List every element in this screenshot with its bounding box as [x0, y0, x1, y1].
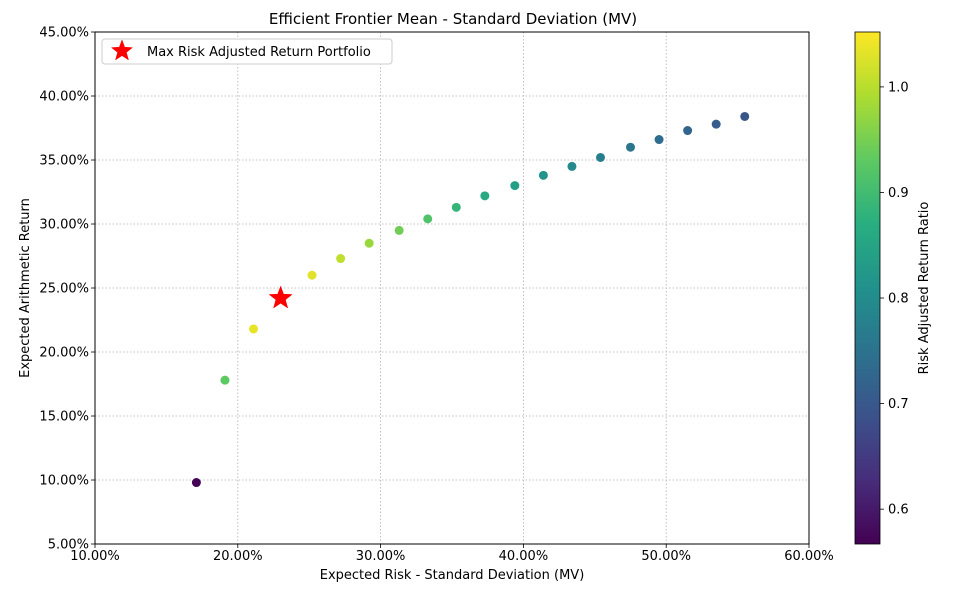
data-point	[220, 375, 230, 385]
data-point	[510, 181, 520, 191]
x-tick-label: 40.00%	[499, 549, 549, 564]
x-tick-label: 50.00%	[641, 549, 691, 564]
data-point	[480, 191, 490, 201]
highlight-layer	[268, 285, 293, 309]
y-tick-label: 35.00%	[39, 154, 89, 169]
data-point	[683, 126, 693, 136]
chart-title: Efficient Frontier Mean - Standard Devia…	[269, 10, 637, 28]
y-tick-label: 40.00%	[39, 90, 89, 105]
data-point	[567, 161, 577, 171]
colorbar-tick-label: 0.9	[888, 186, 909, 201]
data-point	[249, 324, 259, 334]
colorbar-tick-label: 1.0	[888, 80, 909, 95]
data-points	[191, 111, 750, 488]
x-tick-label: 10.00%	[70, 549, 120, 564]
data-point	[191, 478, 201, 488]
y-axis-label: Expected Arithmetic Return	[18, 198, 33, 378]
colorbar-ticks: 0.6 0.7 0.8 0.9 1.0	[880, 80, 909, 518]
data-point	[626, 142, 635, 152]
data-point	[740, 111, 750, 121]
data-point	[364, 238, 374, 248]
x-tick-label: 30.00%	[356, 549, 406, 564]
y-axis-ticks: 5.00% 10.00% 15.00% 20.00% 25.00% 30.00% 35.00…	[39, 26, 95, 553]
y-tick-label: 30.00%	[39, 218, 89, 233]
grid-lines	[94, 31, 810, 545]
x-axis-ticks: 10.00% 20.00% 30.00% 40.00% 50.00% 60.00%	[70, 544, 834, 564]
y-tick-label: 5.00%	[48, 538, 89, 553]
x-tick-label: 60.00%	[784, 549, 834, 564]
data-point	[538, 170, 548, 180]
colorbar-label: Risk Adjusted Return Ratio	[917, 202, 932, 375]
legend-box	[101, 38, 393, 65]
y-tick-label: 25.00%	[39, 282, 89, 297]
legend-entry-label: Max Risk Adjusted Return Portfolio	[147, 45, 371, 60]
data-point	[654, 135, 664, 145]
data-point	[423, 214, 433, 224]
data-point	[307, 270, 317, 280]
colorbar: 0.6 0.7 0.8 0.9 1.0 Risk Adjusted Return Rat…	[854, 31, 932, 545]
y-tick-label: 20.00%	[39, 346, 89, 361]
data-point	[711, 119, 721, 129]
colorbar-tick-label: 0.6	[888, 503, 909, 518]
data-point	[394, 225, 404, 235]
x-tick-label: 20.00%	[213, 549, 263, 564]
data-point	[451, 202, 461, 212]
data-point	[336, 254, 346, 264]
legend: Max Risk Adjusted Return Portfolio	[101, 38, 393, 65]
y-tick-label: 10.00%	[39, 474, 89, 489]
legend-star-icon	[110, 39, 134, 61]
colorbar-tick-label: 0.8	[888, 292, 909, 307]
colorbar-tick-label: 0.7	[888, 397, 909, 412]
y-tick-label: 45.00%	[39, 26, 89, 41]
x-axis-label: Expected Risk - Standard Deviation (MV)	[320, 568, 585, 583]
colorbar-gradient	[854, 31, 881, 545]
y-tick-label: 15.00%	[39, 410, 89, 425]
data-point	[596, 152, 606, 162]
max-risk-adjusted-star-marker	[268, 285, 293, 309]
